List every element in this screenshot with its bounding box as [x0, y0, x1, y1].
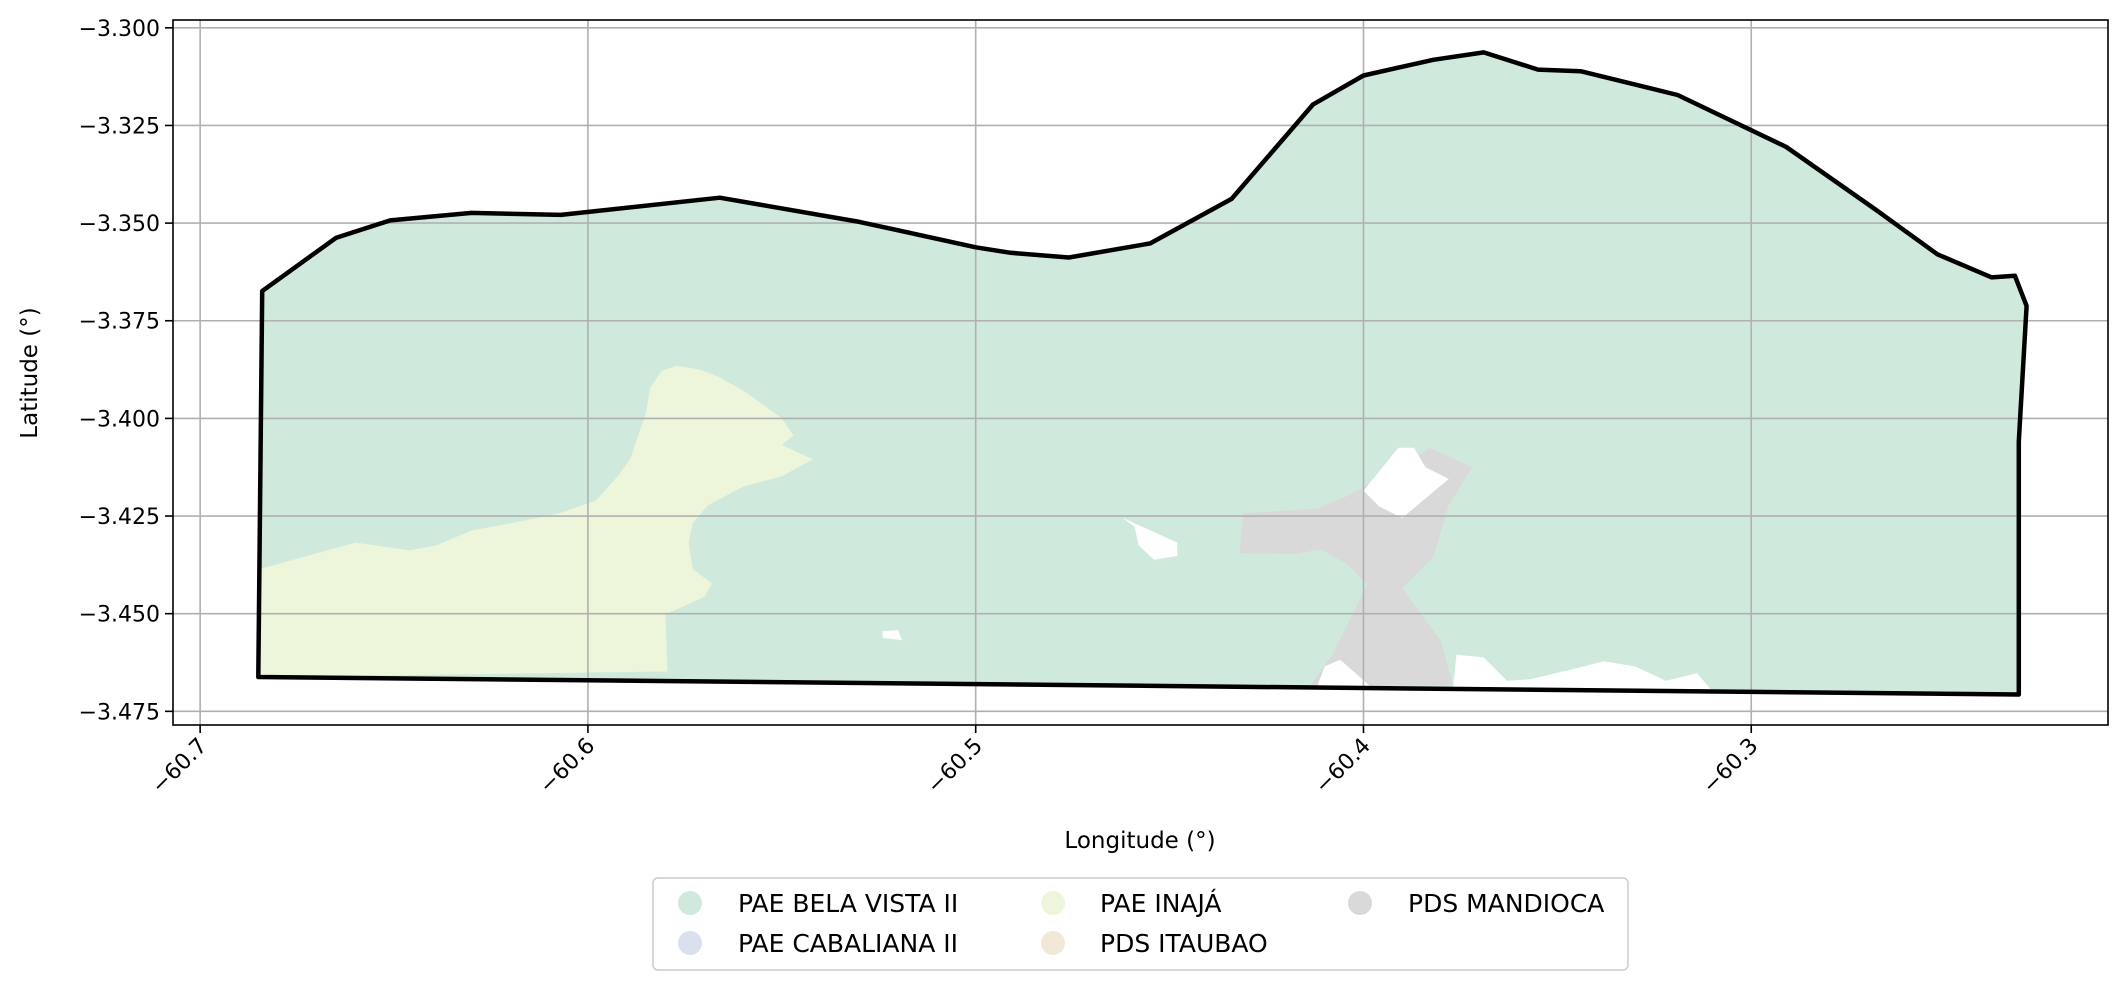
map-layer: [258, 52, 2027, 695]
legend-marker-pae-cabaliana-ii: [678, 931, 702, 955]
legend-marker-pds-itaubao: [1041, 931, 1065, 955]
region-pae-bela-vista-ii: [258, 52, 2027, 695]
x-axis-label: Longitude (°): [1064, 828, 1215, 854]
boundary-layer: [256, 50, 2029, 697]
map-gap-1: [1363, 447, 1449, 518]
legend-label-pds-itaubao: PDS ITAUBAO: [1100, 929, 1268, 958]
study-area-boundary: [256, 50, 2029, 697]
y-tick-label: −3.325: [79, 114, 160, 139]
legend-label-pae-inaja: PAE INAJÁ: [1100, 889, 1222, 918]
map-gap-3: [882, 630, 902, 641]
y-tick-label: −3.375: [79, 310, 160, 335]
legend-marker-pae-inaja: [1041, 891, 1065, 915]
legend-label-pae-bela-vista-ii: PAE BELA VISTA II: [738, 889, 958, 918]
map-gap-4: [1316, 659, 1372, 688]
y-tick-label: −3.450: [79, 603, 160, 628]
y-tick-label: −3.350: [79, 212, 160, 237]
plot-frame: [172, 19, 2109, 726]
region-pae-inaja: [258, 365, 813, 677]
legend: PAE BELA VISTA II PAE CABALIANA II PAE I…: [652, 877, 1629, 971]
legend-marker-pae-bela-vista-ii: [678, 891, 702, 915]
map-gap-2: [1123, 518, 1178, 560]
grid-layer: [173, 20, 2108, 725]
y-tick-label: −3.300: [79, 17, 160, 42]
y-tick-label: −3.425: [79, 505, 160, 530]
y-tick-label: −3.400: [79, 407, 160, 432]
legend-label-pds-mandioca: PDS MANDIOCA: [1408, 889, 1604, 918]
y-axis-label: Latitude (°): [17, 307, 43, 438]
y-axis: −3.300 −3.325 −3.350 −3.375 −3.400 −3.425 −3.4…: [79, 17, 173, 725]
map-gap-5: [1452, 654, 1713, 692]
legend-label-pae-cabaliana-ii: PAE CABALIANA II: [738, 929, 958, 958]
y-tick-label: −3.475: [79, 700, 160, 725]
legend-frame: [652, 877, 1629, 971]
legend-marker-pds-mandioca: [1348, 891, 1372, 915]
